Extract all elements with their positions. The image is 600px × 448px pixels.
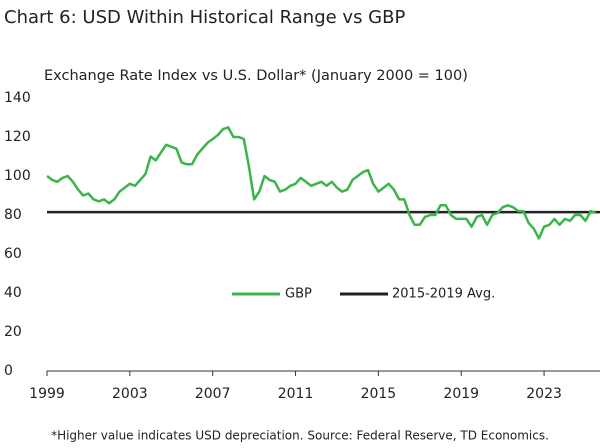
x-tick-label: 2023 <box>526 386 562 402</box>
y-tick-label: 20 <box>4 324 22 340</box>
y-tick-label: 0 <box>4 363 13 379</box>
x-tick-label: 2019 <box>443 386 479 402</box>
x-tick-label: 2007 <box>195 386 231 402</box>
gbp-line <box>46 126 597 240</box>
y-tick-label: 100 <box>4 168 31 184</box>
y-tick-label: 140 <box>4 90 31 106</box>
y-tick-label: 60 <box>4 246 22 262</box>
y-tick-label: 80 <box>4 207 22 223</box>
x-tick-label: 2015 <box>361 386 397 402</box>
x-tick-label: 1999 <box>29 386 65 402</box>
chart-subtitle: Exchange Rate Index vs U.S. Dollar* (Jan… <box>44 68 468 84</box>
footnote: *Higher value indicates USD depreciation… <box>51 429 549 443</box>
x-tick-label: 2011 <box>278 386 314 402</box>
legend-label: 2015-2019 Avg. <box>392 287 495 302</box>
chart-title: Chart 6: USD Within Historical Range vs … <box>4 7 405 28</box>
x-tick-label: 2003 <box>112 386 148 402</box>
y-tick-label: 40 <box>4 285 22 301</box>
legend-label: GBP <box>285 287 312 302</box>
y-tick-label: 120 <box>4 129 31 145</box>
